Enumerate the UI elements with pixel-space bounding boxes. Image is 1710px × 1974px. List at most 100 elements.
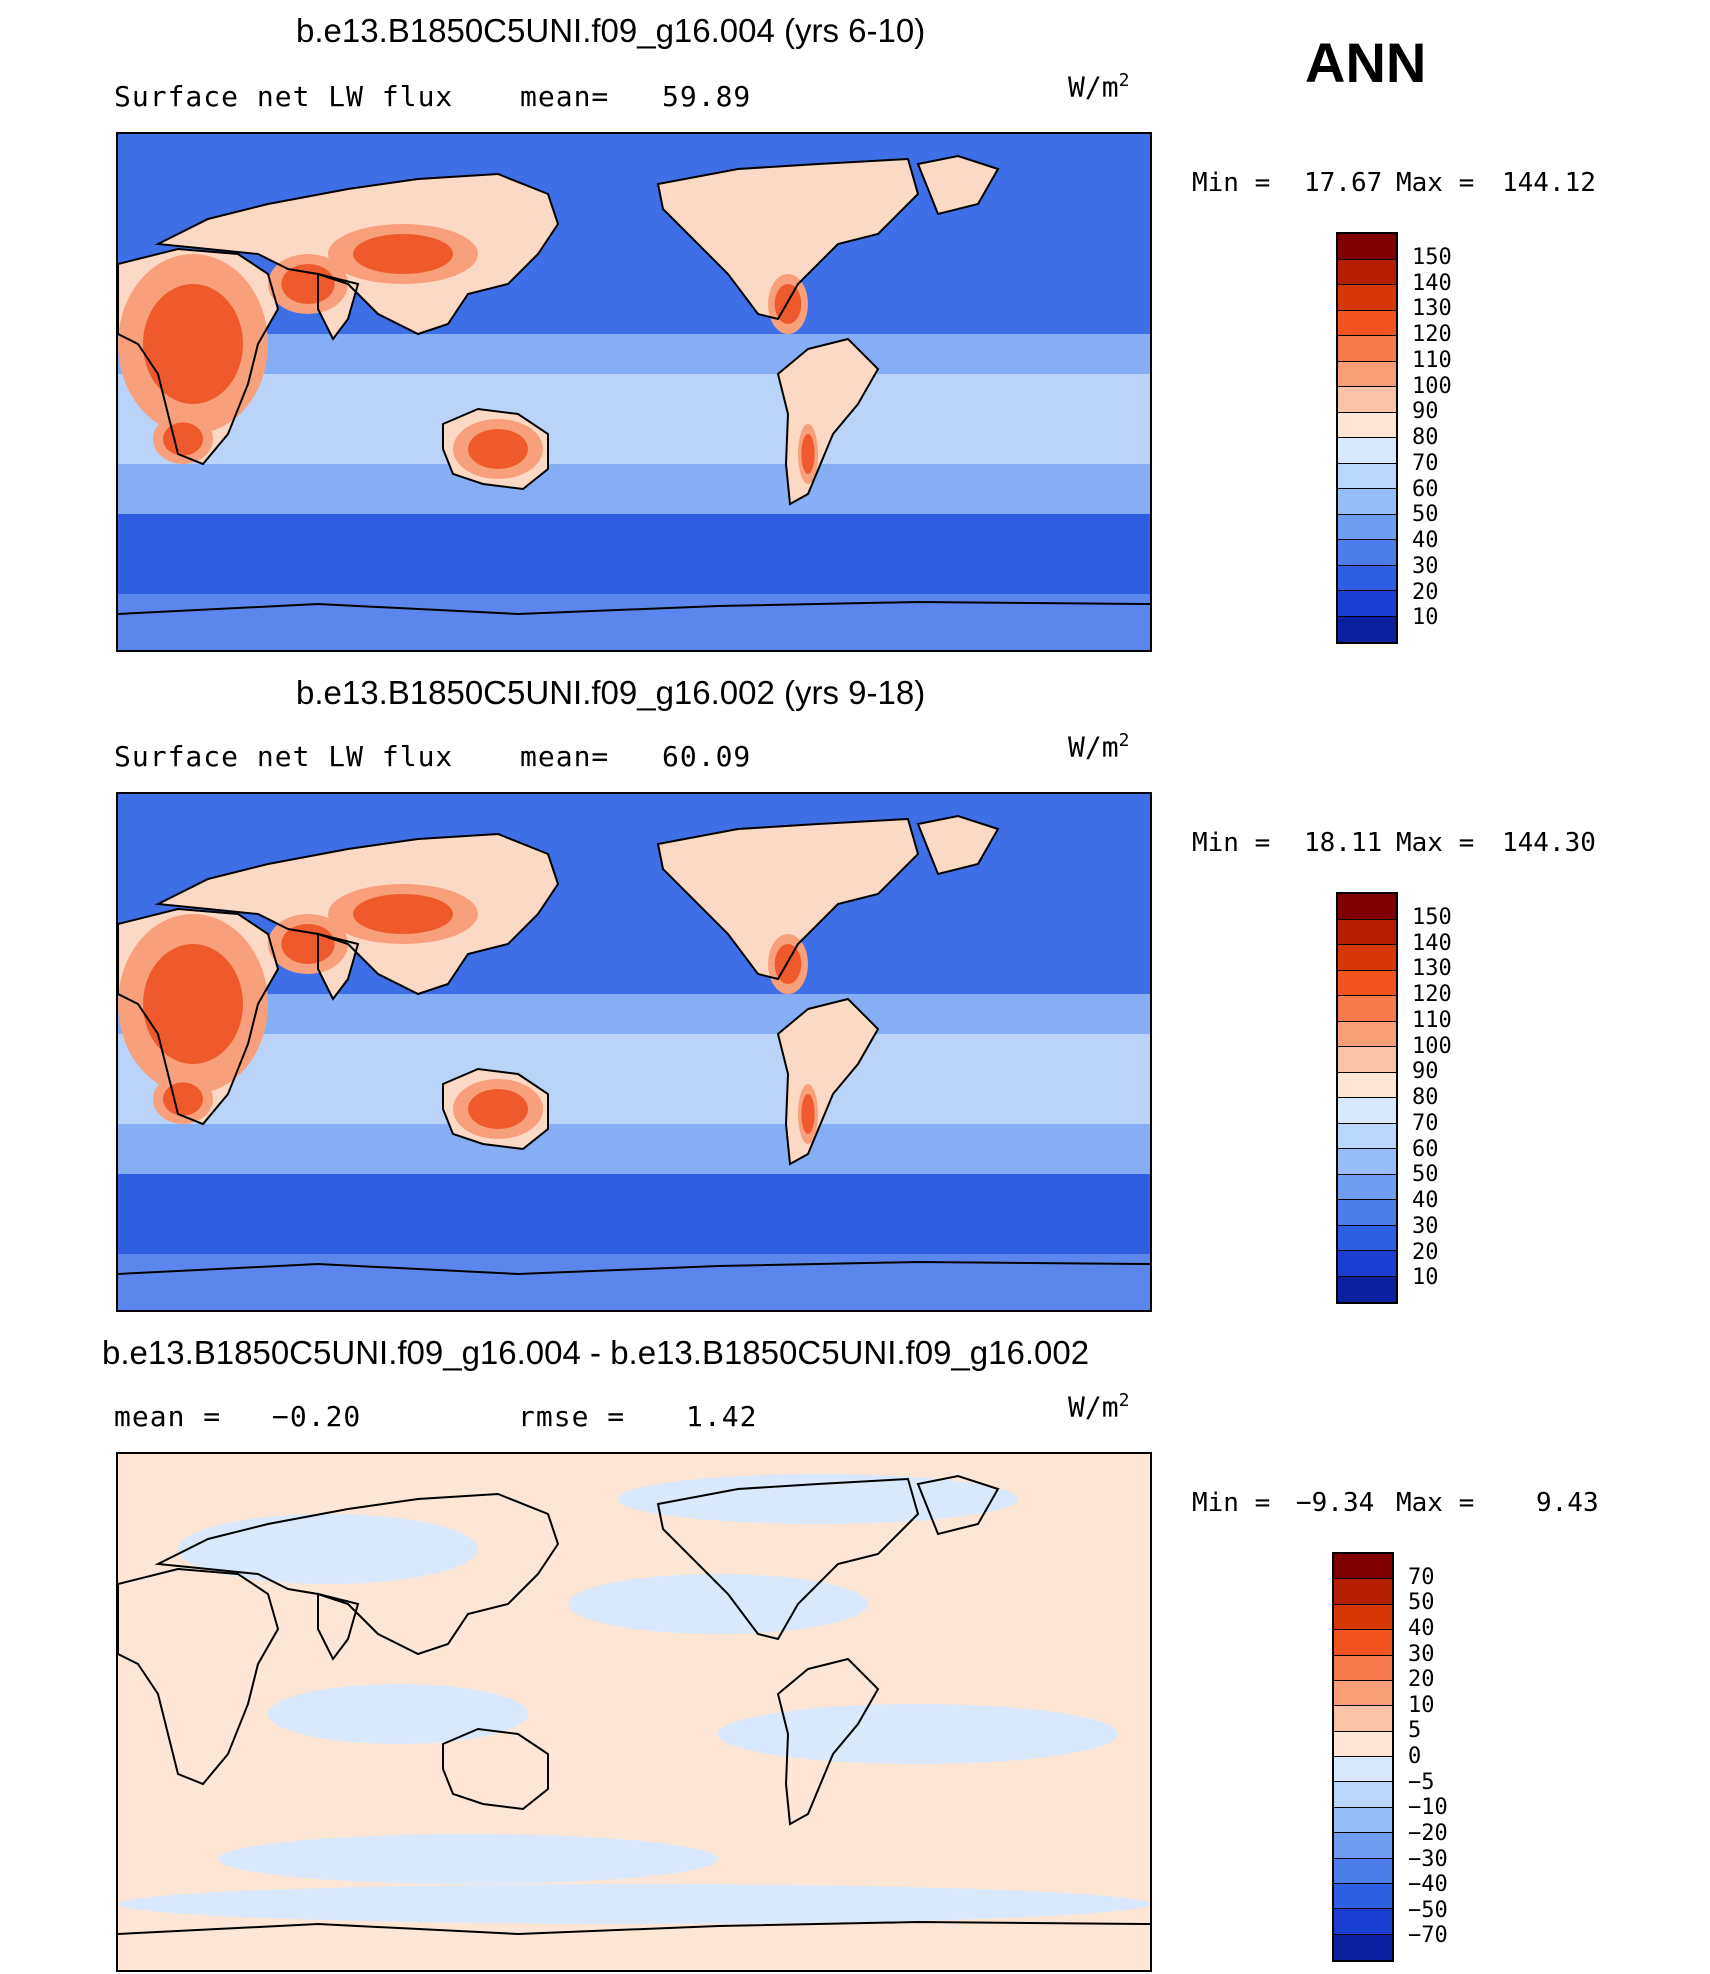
colorbar-tick-label: 20 [1408, 1667, 1435, 1693]
colorbar-segment [1338, 234, 1396, 260]
colorbar-segment [1338, 591, 1396, 617]
colorbar-segment [1338, 616, 1396, 642]
panel3-mean-value: −0.20 [272, 1400, 362, 1433]
colorbar-segment [1338, 540, 1396, 566]
australia-hot-zone-core [468, 1089, 528, 1129]
colorbar-segment [1338, 310, 1396, 336]
panel1-mean-value: 59.89 [662, 80, 752, 113]
colorbar-segment [1338, 1098, 1396, 1124]
panel2-title: b.e13.B1850C5UNI.f09_g16.002 (yrs 9-18) [296, 674, 926, 711]
colorbar-segment [1338, 1174, 1396, 1200]
colorbar-segment [1338, 285, 1396, 311]
colorbar-segment [1334, 1554, 1392, 1580]
panel3-rmse-label: rmse = [518, 1400, 626, 1433]
north-america-coastline [656, 817, 920, 981]
north-america-coastline [656, 157, 920, 321]
panel2-colorbar [1336, 892, 1398, 1304]
colorbar-tick-label: 80 [1412, 425, 1439, 450]
panel1-variable-label: Surface net LW flux [114, 80, 454, 113]
colorbar-tick-label: 10 [1408, 1692, 1435, 1718]
panel1-units: W/m2 [1068, 70, 1130, 104]
panel3-rmse-value: 1.42 [686, 1400, 758, 1433]
colorbar-segment [1338, 1047, 1396, 1073]
panel1-colorbar [1336, 232, 1398, 644]
colorbar-tick-label: 70 [1412, 450, 1439, 476]
colorbar-tick-label: 80 [1412, 1085, 1439, 1110]
india-coastline [317, 272, 360, 341]
colorbar-segment [1334, 1706, 1392, 1732]
colorbar-segment [1334, 1757, 1392, 1783]
panel1-max-label: Max = [1396, 168, 1475, 198]
colorbar-tick-label: 50 [1412, 502, 1439, 528]
central-asia-hot-zone-core [353, 234, 453, 274]
colorbar-segment [1338, 970, 1396, 996]
panel2-map-graphic [118, 794, 1150, 1310]
south-america-coastline [776, 997, 880, 1166]
colorbar-segment [1334, 1883, 1392, 1910]
india-coastline [317, 1592, 360, 1661]
panel3-title: b.e13.B1850C5UNI.f09_g16.004 - b.e13.B18… [102, 1334, 1090, 1371]
colorbar-segment [1334, 1807, 1392, 1834]
colorbar-tick-label: 70 [1412, 1110, 1439, 1136]
colorbar-segment [1338, 1276, 1396, 1302]
australia-coastline [442, 1727, 549, 1811]
panel1-min-value: 17.67 [1304, 168, 1383, 198]
southern-africa-hot-zone-core [163, 422, 203, 456]
colorbar-tick-label: 20 [1412, 1239, 1439, 1265]
panel2-min-value: 18.11 [1304, 828, 1383, 858]
australia-coastline [442, 1067, 549, 1151]
colorbar-segment [1338, 894, 1396, 920]
panel1-map [116, 132, 1152, 652]
greenland-coastline [916, 814, 1000, 876]
colorbar-segment [1338, 1072, 1396, 1098]
colorbar-segment [1338, 259, 1396, 285]
panel3-map [116, 1452, 1152, 1972]
europe-asia-coastline [154, 832, 560, 996]
colorbar-segment [1338, 1200, 1396, 1226]
colorbar-tick-label: 150 [1412, 244, 1452, 270]
negative-anomaly-patch [118, 1884, 1150, 1924]
north-america-coastline [656, 1477, 920, 1641]
colorbar-tick-label: 150 [1412, 904, 1452, 930]
colorbar-tick-label: 140 [1412, 270, 1452, 296]
colorbar-segment [1338, 945, 1396, 971]
colorbar-segment [1338, 514, 1396, 540]
panel1-title: b.e13.B1850C5UNI.f09_g16.004 (yrs 6-10) [296, 12, 926, 49]
panel2-mean-label: mean= [520, 740, 610, 773]
colorbar-tick-label: 10 [1412, 1265, 1439, 1291]
colorbar-segment [1334, 1909, 1392, 1935]
colorbar-segment [1338, 996, 1396, 1022]
north-america-coastline-fill [658, 159, 918, 319]
andes-hot-zone-core [801, 1094, 815, 1134]
colorbar-tick-label: 40 [1412, 528, 1439, 553]
colorbar-segment [1338, 919, 1396, 945]
colorbar-segment [1338, 336, 1396, 362]
sahara-hot-zone-core [143, 944, 243, 1064]
colorbar-tick-label: 30 [1408, 1641, 1435, 1667]
antarctica-coastline [118, 1920, 1150, 1936]
tropical-band [118, 374, 1150, 464]
panel2-max-label: Max = [1396, 828, 1475, 858]
colorbar-tick-label: −40 [1408, 1872, 1448, 1898]
antarctica-coastline [118, 1260, 1150, 1276]
colorbar-segment [1338, 1149, 1396, 1175]
southern-africa-hot-zone-core [163, 1082, 203, 1116]
colorbar-tick-label: 10 [1412, 605, 1439, 631]
colorbar-segment [1334, 1630, 1392, 1656]
panel3-min-label: Min = [1192, 1488, 1271, 1518]
colorbar-segment [1338, 1251, 1396, 1277]
south-america-coastline [776, 337, 880, 506]
colorbar-tick-label: −70 [1408, 1923, 1448, 1949]
europe-asia-coastline [154, 1492, 560, 1656]
colorbar-tick-label: 50 [1408, 1590, 1435, 1616]
colorbar-segment [1334, 1655, 1392, 1681]
panel3-map-graphic [118, 1454, 1150, 1970]
colorbar-segment [1338, 565, 1396, 591]
colorbar-tick-label: 120 [1412, 982, 1452, 1007]
colorbar-segment [1338, 361, 1396, 387]
panel2-units: W/m2 [1068, 730, 1130, 764]
panel3-colorbar [1332, 1552, 1394, 1962]
colorbar-tick-label: 90 [1412, 1059, 1439, 1085]
colorbar-tick-label: 60 [1412, 1136, 1439, 1162]
southern-ocean-band [118, 1174, 1150, 1254]
